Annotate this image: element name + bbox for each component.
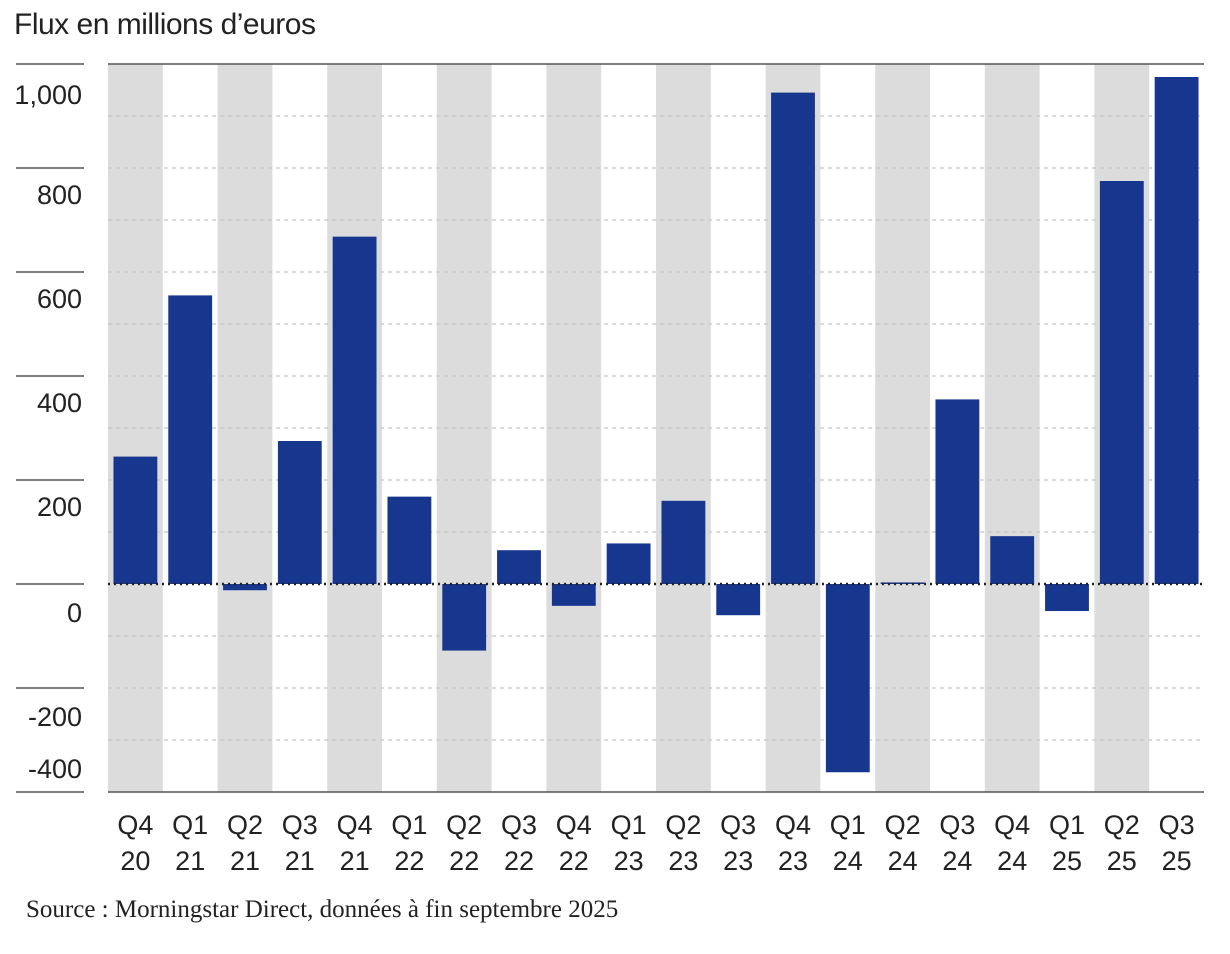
x-tick-label-year: 21: [285, 846, 315, 876]
bar: [497, 550, 541, 584]
x-tick-label-quarter: Q3: [501, 810, 537, 840]
x-tick-label-year: 24: [888, 846, 918, 876]
chart-subtitle: Flux en millions d’euros: [14, 8, 316, 41]
x-tick-label-year: 23: [668, 846, 698, 876]
y-tick-label: 200: [37, 492, 82, 522]
y-tick-label: 0: [67, 598, 82, 628]
x-tick-label-year: 22: [394, 846, 424, 876]
bar: [1099, 181, 1144, 584]
y-tick-label: 400: [37, 388, 82, 418]
x-tick-label-year: 20: [120, 846, 150, 876]
x-tick-label-quarter: Q3: [282, 810, 318, 840]
bar-series: [108, 77, 1204, 773]
x-tick-label-quarter: Q3: [939, 810, 975, 840]
bar: [168, 295, 213, 584]
bar: [223, 584, 267, 591]
bar: [277, 441, 322, 584]
x-tick-label-year: 23: [614, 846, 644, 876]
x-tick-label-quarter: Q1: [611, 810, 647, 840]
x-tick-label-quarter: Q2: [227, 810, 263, 840]
bar: [1045, 584, 1089, 612]
x-tick-label-year: 21: [340, 846, 370, 876]
bar: [332, 236, 377, 584]
bar: [551, 584, 596, 606]
bar: [387, 496, 432, 584]
bar: [990, 536, 1035, 584]
x-tick-label-quarter: Q2: [665, 810, 701, 840]
x-tick-label-year: 21: [230, 846, 260, 876]
source-note: Source : Morningstar Direct, données à f…: [26, 896, 619, 923]
x-tick-label-quarter: Q1: [830, 810, 866, 840]
x-axis: Q4 20 Q1 21 Q2 21 Q3 21 Q4 21 Q1 22 Q2 22 Q3 22 Q4 22 Q1 23…: [117, 810, 1194, 876]
bar: [113, 456, 158, 584]
bar: [1154, 77, 1199, 584]
x-tick-label-quarter: Q4: [994, 810, 1030, 840]
x-tick-label-year: 21: [175, 846, 205, 876]
x-tick-label-year: 24: [833, 846, 863, 876]
y-tick-label: -400: [28, 754, 82, 784]
bar: [606, 543, 651, 584]
x-tick-label-year: 25: [1107, 846, 1137, 876]
x-tick-label-year: 24: [997, 846, 1027, 876]
x-tick-label-quarter: Q4: [556, 810, 592, 840]
bar: [661, 500, 706, 584]
x-tick-label-year: 22: [449, 846, 479, 876]
x-tick-label-year: 22: [504, 846, 534, 876]
y-tick-label: 1,000: [14, 80, 82, 110]
bar: [880, 582, 925, 584]
x-tick-label-year: 24: [942, 846, 972, 876]
x-tick-label-quarter: Q1: [391, 810, 427, 840]
bar: [825, 584, 870, 773]
y-tick-label: 800: [37, 180, 82, 210]
bar: [442, 584, 487, 651]
bar: [935, 399, 980, 584]
bar: [716, 584, 761, 616]
x-tick-label-year: 25: [1052, 846, 1082, 876]
x-tick-label-quarter: Q4: [117, 810, 153, 840]
bar: [771, 92, 815, 584]
y-tick-label: 600: [37, 284, 82, 314]
x-tick-label-year: 22: [559, 846, 589, 876]
x-tick-label-year: 23: [778, 846, 808, 876]
y-tick-label: -200: [28, 702, 82, 732]
y-axis: 1,000 800 600 400 200 0 -200 -400: [14, 63, 84, 793]
x-tick-label-quarter: Q1: [1049, 810, 1085, 840]
x-tick-label-year: 23: [723, 846, 753, 876]
x-tick-label-quarter: Q2: [446, 810, 482, 840]
x-tick-label-quarter: Q4: [337, 810, 373, 840]
x-tick-label-quarter: Q2: [1104, 810, 1140, 840]
x-tick-label-quarter: Q4: [775, 810, 811, 840]
x-tick-label-year: 25: [1162, 846, 1192, 876]
x-tick-label-quarter: Q2: [885, 810, 921, 840]
x-tick-label-quarter: Q1: [172, 810, 208, 840]
x-tick-label-quarter: Q3: [1159, 810, 1195, 840]
x-tick-label-quarter: Q3: [720, 810, 756, 840]
gridlines: [108, 63, 1204, 793]
